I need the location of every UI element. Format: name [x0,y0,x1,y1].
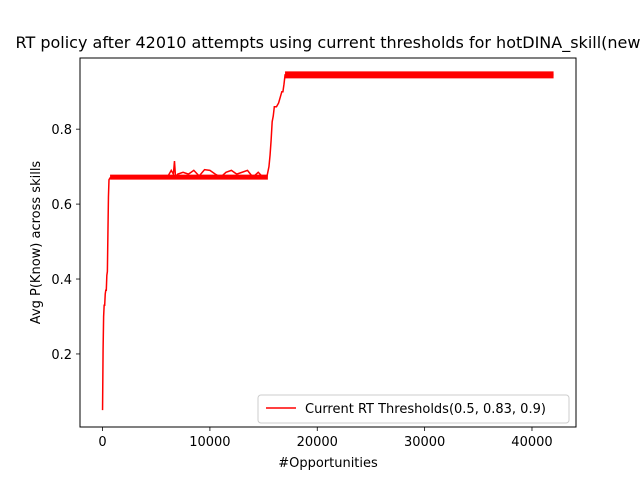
legend-label: Current RT Thresholds(0.5, 0.83, 0.9) [305,402,546,417]
x-axis-label: #Opportunities [278,456,378,471]
y-tick-label-2: 0.6 [51,198,72,213]
legend: Current RT Thresholds(0.5, 0.83, 0.9) [257,394,570,424]
y-tick-label-1: 0.4 [51,273,72,288]
y-tick-label-0: 0.2 [51,348,72,363]
legend-box [257,394,570,424]
y-axis-label: Avg P(Know) across skills [29,161,44,325]
x-tick-label-3: 30000 [404,435,445,450]
plot-area [101,71,554,411]
axes-frame [79,57,577,428]
ticks: 0 10000 20000 30000 40000 0.2 0.4 0.6 0.8 [51,123,552,450]
series-line-0 [101,74,554,411]
x-tick-label-1: 10000 [189,435,230,450]
chart-title: RT policy after 42010 attempts using cur… [16,33,640,53]
y-tick-label-3: 0.8 [51,123,72,138]
x-tick-label-2: 20000 [297,435,338,450]
x-tick-label-4: 40000 [511,435,552,450]
x-tick-label-0: 0 [98,435,106,450]
